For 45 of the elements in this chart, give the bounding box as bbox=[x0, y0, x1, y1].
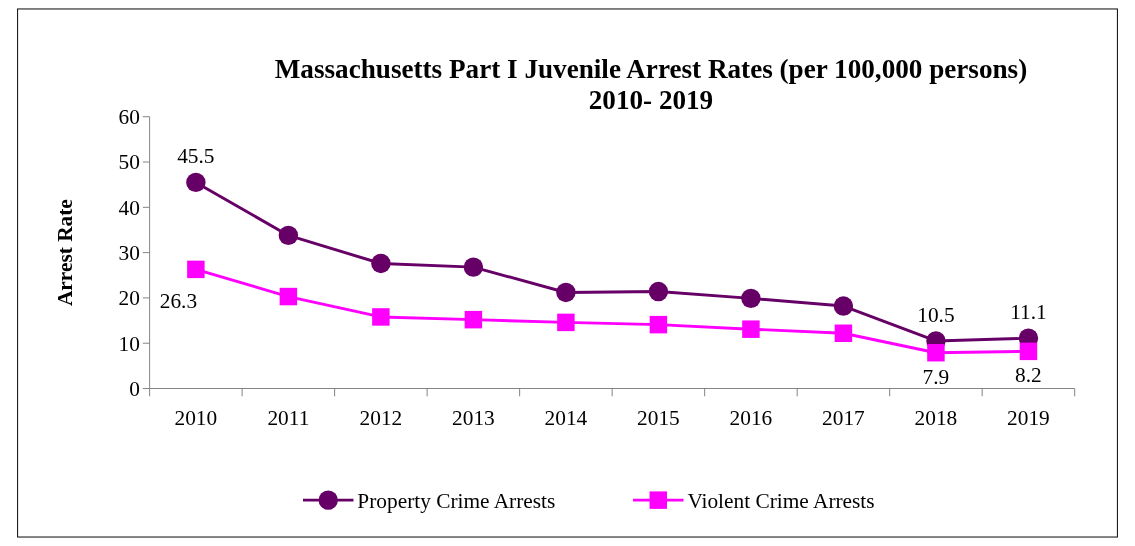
y-tick-label: 50 bbox=[118, 150, 140, 175]
point bbox=[742, 320, 760, 338]
x-tick-label: 2016 bbox=[729, 406, 773, 431]
x-tick-label: 2010 bbox=[174, 406, 218, 431]
point bbox=[927, 343, 945, 362]
point bbox=[279, 287, 298, 306]
point bbox=[648, 281, 669, 302]
legend-label: Property Crime Arrests bbox=[357, 488, 556, 513]
point bbox=[372, 308, 390, 326]
x-tick-label: 2015 bbox=[637, 406, 680, 431]
y-tick-label: 0 bbox=[129, 376, 140, 401]
data-label: 7.9 bbox=[922, 364, 950, 389]
point bbox=[557, 313, 575, 332]
data-label: 11.1 bbox=[1010, 299, 1047, 324]
y-tick-label: 30 bbox=[118, 241, 140, 266]
point bbox=[741, 288, 761, 309]
x-tick-label: 2011 bbox=[267, 406, 310, 431]
point bbox=[463, 257, 484, 277]
data-label: 10.5 bbox=[917, 302, 955, 327]
point bbox=[278, 225, 299, 246]
point bbox=[833, 296, 854, 316]
point bbox=[371, 253, 391, 274]
point bbox=[186, 172, 206, 193]
data-label: 8.2 bbox=[1015, 363, 1042, 388]
y-axis-title: Arrest Rate bbox=[52, 199, 77, 307]
point bbox=[834, 324, 853, 342]
x-tick-label: 2014 bbox=[544, 406, 588, 431]
x-tick-label: 2019 bbox=[1007, 406, 1050, 431]
y-tick-label: 40 bbox=[118, 195, 140, 220]
point bbox=[649, 315, 668, 334]
data-label: 26.3 bbox=[159, 289, 198, 314]
x-tick-label: 2012 bbox=[359, 406, 403, 431]
data-label: 45.5 bbox=[177, 143, 215, 168]
point bbox=[1019, 342, 1038, 361]
y-tick-label: 60 bbox=[118, 105, 140, 130]
chart-title: Massachusetts Part I Juvenile Arrest Rates (per 100,000 persons) 2010- 2019 bbox=[274, 53, 1028, 115]
point bbox=[464, 310, 483, 329]
x-tick-label: 2013 bbox=[452, 406, 495, 431]
point bbox=[187, 260, 205, 279]
x-tick-label: 2017 bbox=[822, 406, 866, 431]
point bbox=[556, 282, 576, 303]
y-tick-label: 10 bbox=[118, 331, 140, 356]
legend-label: Violent Crime Arrests bbox=[687, 488, 875, 513]
x-tick-label: 2018 bbox=[914, 406, 958, 431]
y-tick-label: 20 bbox=[118, 286, 140, 311]
